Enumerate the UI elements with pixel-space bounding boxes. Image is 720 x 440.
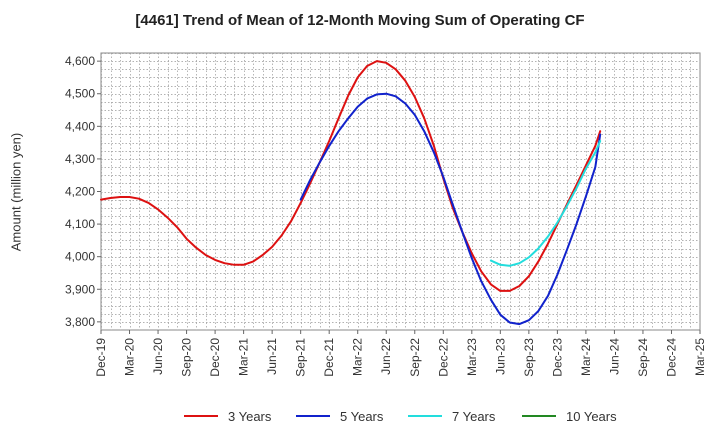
legend-swatch-3-years [184, 415, 218, 417]
x-tick-label: Dec-20 [208, 338, 222, 377]
x-tick-label: Jun-24 [607, 338, 621, 375]
x-tick-label: Mar-25 [693, 338, 707, 376]
legend-item-5-years: 5 Years [296, 406, 383, 426]
x-tick-label: Sep-23 [522, 338, 536, 377]
series-layer [100, 60, 602, 326]
x-tick-label: Jun-20 [151, 338, 165, 375]
y-tick-label: 4,200 [65, 185, 95, 199]
x-tick-label: Sep-21 [294, 338, 308, 377]
y-tick-label: 4,300 [65, 152, 95, 166]
legend-swatch-10-years [522, 415, 556, 417]
x-tick-label: Mar-20 [123, 338, 137, 376]
y-tick-label: 4,600 [65, 54, 95, 68]
legend-swatch-7-years [408, 415, 442, 417]
legend-label-7-years: 7 Years [452, 408, 496, 424]
legend-label-5-years: 5 Years [340, 408, 384, 424]
legend-item-3-years: 3 Years [184, 406, 271, 426]
y-tick-label: 4,400 [65, 119, 95, 133]
legend: 3 Years 5 Years 7 Years 10 Years [0, 406, 720, 426]
x-tick-label: Sep-22 [408, 338, 422, 377]
x-tick-label: Dec-24 [664, 338, 678, 377]
x-tick-label: Sep-20 [180, 338, 194, 377]
x-tick-label: Jun-22 [379, 338, 393, 375]
x-tick-label: Dec-23 [550, 338, 564, 377]
axis-layer: 3,800 3,900 4,000 4,100 4,200 4,300 4,400 4,500… [65, 54, 707, 377]
x-tick-label: Mar-21 [237, 338, 251, 376]
x-tick-label: Sep-24 [636, 338, 650, 377]
legend-item-10-years: 10 Years [522, 406, 617, 426]
y-tick-label: 4,000 [65, 250, 95, 264]
y-tick-label: 3,900 [65, 282, 95, 296]
legend-item-7-years: 7 Years [408, 406, 495, 426]
x-tick-label: Mar-24 [579, 338, 593, 376]
y-tick-label: 4,500 [65, 87, 95, 101]
grid-layer [100, 52, 701, 331]
chart-title: [4461] Trend of Mean of 12-Month Moving … [135, 12, 585, 29]
x-tick-label: Jun-21 [265, 338, 279, 375]
series-line-7-years [489, 140, 602, 267]
series-line-5-years [299, 92, 602, 326]
legend-label-10-years: 10 Years [566, 408, 617, 424]
legend-swatch-5-years [296, 415, 330, 417]
x-tick-label: Dec-19 [94, 338, 108, 377]
x-tick-label: Mar-22 [351, 338, 365, 376]
x-tick-label: Jun-23 [493, 338, 507, 375]
y-tick-label: 4,100 [65, 217, 95, 231]
x-tick-label: Mar-23 [465, 338, 479, 376]
series-line-3-years [100, 60, 602, 292]
x-tick-label: Dec-22 [436, 338, 450, 377]
plot-border [100, 52, 701, 331]
legend-label-3-years: 3 Years [228, 408, 272, 424]
x-tick-label: Dec-21 [322, 338, 336, 377]
y-tick-label: 3,800 [65, 315, 95, 329]
